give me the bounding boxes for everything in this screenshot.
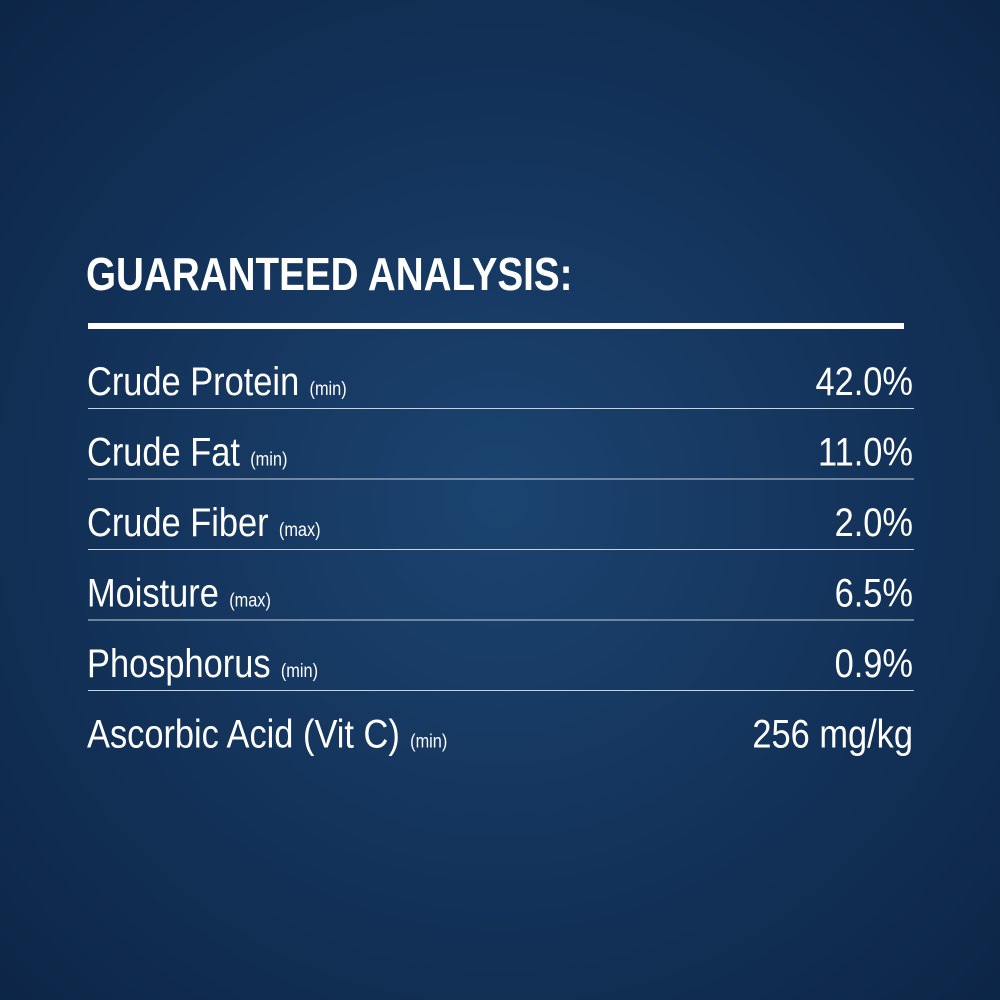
qualifier: (min) (281, 660, 318, 681)
nutrient-value: 6.5% (835, 570, 913, 615)
title: GUARANTEED ANALYSIS: (86, 249, 572, 300)
nutrient-value: 2.0% (835, 500, 913, 545)
nutrient-value: 11.0% (818, 429, 913, 474)
nutrient-name: Crude Fiber (87, 500, 269, 545)
title-rule (88, 323, 904, 329)
nutrient-value: 0.9% (835, 641, 913, 686)
qualifier: (min) (410, 730, 447, 751)
row-label: Crude Fiber (max) (87, 500, 321, 545)
qualifier: (min) (250, 448, 287, 469)
nutrient-name: Crude Protein (87, 359, 299, 404)
nutrient-value: 256 mg/kg (752, 711, 913, 756)
table: Crude Protein (min) 42.0% Crude Fat (min) 11.… (87, 359, 914, 756)
nutrient-value: 42.0% (815, 359, 913, 404)
row-label: Crude Protein (min) (87, 359, 347, 404)
nutrient-name: Phosphorus (87, 641, 271, 686)
row-label: Crude Fat (min) (87, 429, 287, 474)
nutrient-name: Crude Fat (87, 429, 241, 474)
row-label: Phosphorus (min) (87, 641, 318, 686)
nutrient-name: Moisture (87, 570, 219, 615)
qualifier: (max) (279, 519, 321, 540)
row-label: Moisture (max) (87, 570, 271, 615)
nutrient-name: Ascorbic Acid (Vit C) (87, 711, 400, 756)
qualifier: (max) (229, 589, 271, 610)
qualifier: (min) (310, 378, 347, 399)
row-label: Ascorbic Acid (Vit C) (min) (87, 711, 447, 756)
